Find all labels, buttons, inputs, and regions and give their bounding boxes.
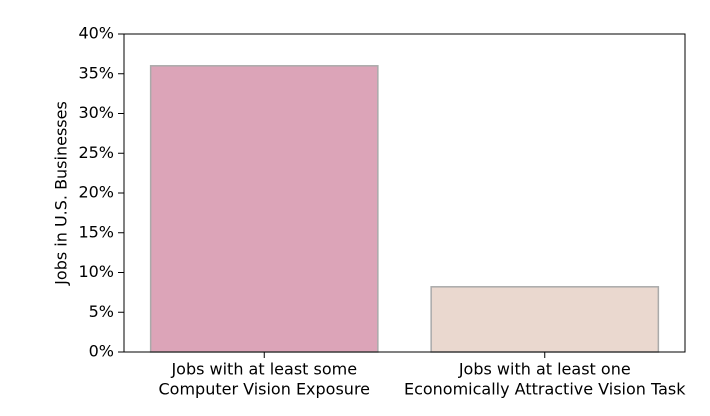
y-tick-label: 20%: [78, 183, 114, 202]
y-tick-label: 5%: [89, 302, 114, 321]
bar: [430, 286, 660, 353]
x-tick-label: Economically Attractive Vision Task: [404, 380, 686, 399]
y-tick-label: 35%: [78, 63, 114, 82]
y-tick-label: 0%: [89, 342, 114, 361]
plot-frame: [123, 33, 686, 353]
bar: [149, 65, 379, 353]
y-tick-label: 40%: [78, 24, 114, 43]
y-tick-label: 30%: [78, 103, 114, 122]
y-tick-label: 10%: [78, 262, 114, 281]
x-tick-label: Computer Vision Exposure: [158, 380, 370, 399]
y-tick-label: 25%: [78, 143, 114, 162]
x-tick-label: Jobs with at least some: [170, 360, 357, 379]
y-axis-label: Jobs in U.S. Businesses: [52, 101, 71, 286]
y-tick-label: 15%: [78, 222, 114, 241]
x-tick-label: Jobs with at least one: [458, 360, 631, 379]
